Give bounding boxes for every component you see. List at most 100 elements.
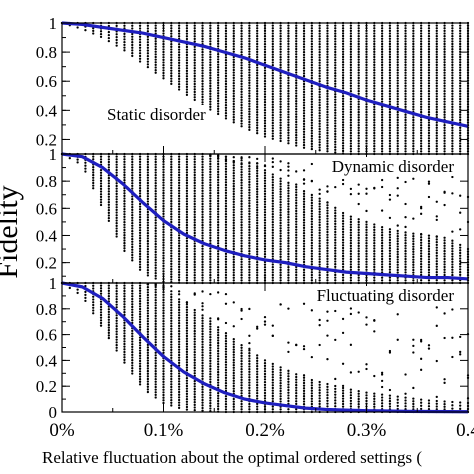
scatter-point [224, 80, 228, 83]
scatter-point [256, 84, 259, 88]
scatter-point [420, 32, 423, 35]
scatter-point [287, 213, 290, 216]
scatter-point [217, 186, 220, 189]
scatter-point [341, 238, 345, 242]
scatter-point [310, 239, 313, 242]
scatter-point [341, 126, 345, 129]
scatter-point [217, 331, 220, 334]
scatter-point [287, 50, 290, 53]
scatter-point [349, 242, 353, 245]
scatter-point [224, 400, 228, 403]
scatter-point [326, 40, 329, 43]
scatter-point [107, 155, 110, 158]
scatter-point [365, 37, 368, 40]
scatter-point [99, 30, 103, 33]
scatter-point [451, 308, 454, 311]
scatter-point [248, 381, 251, 384]
scatter-point [388, 37, 392, 40]
scatter-point [287, 45, 290, 48]
scatter-point [287, 226, 290, 229]
scatter-point [170, 351, 173, 354]
scatter-point [459, 105, 462, 108]
scatter-point [373, 144, 376, 148]
scatter-point [123, 358, 126, 362]
scatter-point [217, 352, 220, 355]
scatter-point [279, 45, 282, 48]
scatter-point [334, 252, 337, 255]
scatter-point [209, 87, 212, 90]
scatter-point [123, 173, 126, 177]
scatter-point [177, 168, 181, 171]
scatter-point [146, 330, 150, 333]
scatter-point [248, 202, 251, 205]
scatter-point [177, 202, 181, 206]
scatter-point [388, 66, 392, 69]
scatter-point [256, 219, 259, 222]
scatter-point [459, 113, 462, 116]
scatter-point [279, 232, 282, 235]
scatter-point [279, 79, 282, 82]
scatter-point [318, 405, 321, 408]
scatter-point [295, 81, 298, 85]
scatter-point [349, 42, 353, 46]
scatter-point [341, 118, 345, 121]
scatter-point [271, 378, 274, 382]
scatter-point [310, 63, 313, 67]
scatter-point [177, 242, 181, 245]
scatter-point [443, 48, 446, 51]
scatter-point [193, 82, 196, 86]
scatter-point [138, 221, 142, 224]
scatter-point [99, 284, 103, 287]
scatter-point [232, 166, 235, 170]
scatter-point [271, 234, 274, 237]
scatter-point [279, 48, 282, 51]
scatter-point [443, 400, 446, 403]
scatter-point [138, 54, 142, 58]
scatter-point [162, 236, 165, 239]
scatter-point [232, 351, 235, 354]
scatter-point [412, 242, 415, 246]
scatter-point [443, 29, 446, 33]
scatter-point [138, 205, 142, 208]
scatter-point [271, 183, 274, 187]
scatter-point [209, 191, 212, 195]
scatter-point [341, 115, 345, 119]
scatter-point [365, 226, 368, 229]
scatter-point [123, 342, 126, 346]
scatter-point [146, 46, 150, 49]
scatter-point [302, 234, 306, 237]
scatter-point [209, 178, 212, 182]
scatter-point [263, 127, 267, 130]
scatter-point [240, 386, 243, 390]
scatter-point [224, 45, 228, 48]
scatter-point [162, 301, 165, 304]
scatter-point [271, 368, 274, 371]
scatter-point [427, 66, 431, 69]
scatter-point [380, 373, 384, 376]
scatter-point [154, 45, 157, 48]
scatter-point [279, 268, 282, 272]
scatter-point [302, 125, 306, 128]
scatter-point [341, 87, 345, 90]
scatter-point [412, 50, 415, 53]
scatter-point [412, 89, 415, 93]
scatter-point [326, 134, 329, 137]
scatter-point [146, 163, 150, 166]
scatter-point [201, 226, 204, 229]
scatter-point [209, 293, 212, 296]
scatter-point [302, 200, 306, 203]
scatter-point [412, 95, 415, 98]
scatter-point [224, 58, 228, 62]
scatter-point [185, 260, 189, 264]
scatter-point [287, 383, 290, 386]
scatter-point [404, 74, 407, 77]
scatter-point [279, 50, 282, 53]
scatter-point [123, 324, 126, 327]
scatter-point [302, 374, 306, 377]
scatter-point [443, 279, 446, 282]
scatter-point [115, 298, 118, 301]
scatter-point [271, 29, 274, 33]
scatter-point [271, 111, 274, 114]
scatter-point [232, 32, 235, 35]
scatter-point [256, 90, 259, 93]
